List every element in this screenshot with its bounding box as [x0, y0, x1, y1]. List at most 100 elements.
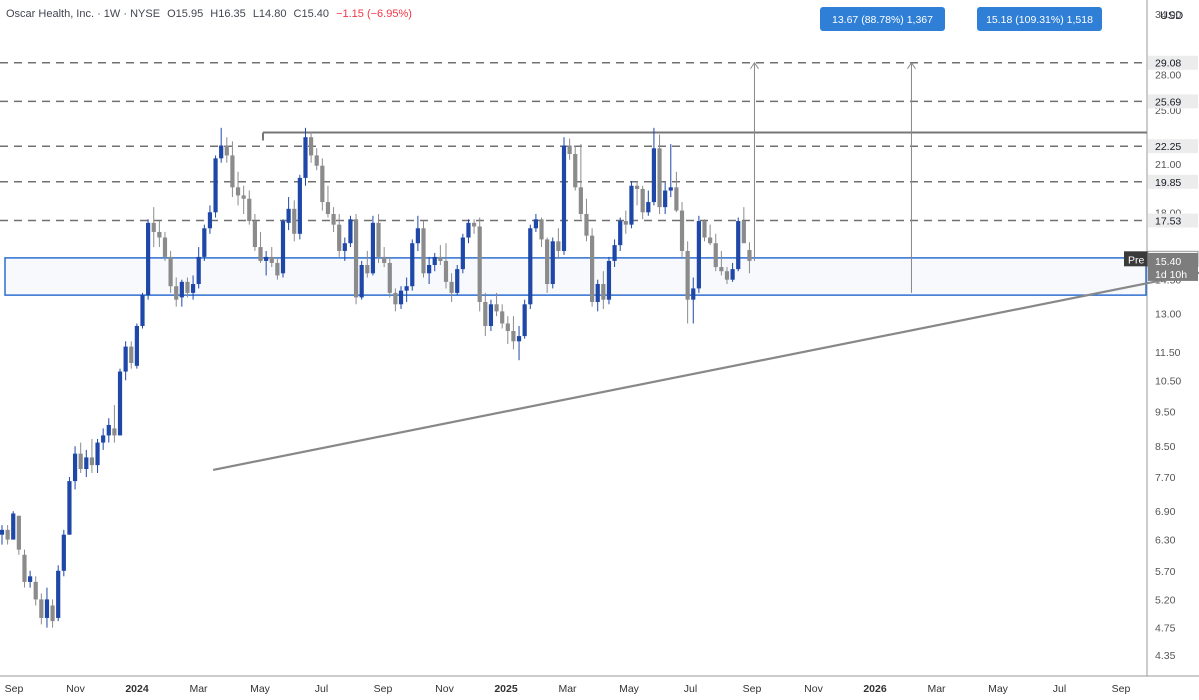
candle-body: [556, 241, 561, 251]
candle-body: [404, 286, 409, 291]
candle-body: [33, 581, 38, 600]
candle-body: [674, 187, 679, 211]
candle-body: [50, 605, 55, 622]
candle-body: [679, 210, 685, 251]
candle-body: [56, 570, 61, 618]
candle-body: [151, 222, 156, 232]
candle-body: [606, 260, 612, 300]
candle-body: [618, 221, 623, 246]
candle-body: [28, 576, 33, 582]
candle-body: [16, 515, 21, 550]
bar-countdown-label: 1d 10h: [1155, 269, 1187, 281]
candle-body: [303, 137, 308, 178]
candle-body: [365, 264, 370, 274]
x-tick-label: Nov: [804, 683, 823, 695]
ohlc-change: −1.15 (−6.95%): [336, 8, 412, 20]
candle-body: [213, 158, 218, 213]
candle-body: [67, 481, 72, 535]
x-tick-label: 2024: [125, 683, 149, 695]
candle-body: [550, 241, 555, 285]
candle-body: [219, 145, 224, 159]
candle-body: [309, 137, 314, 156]
candle-body: [646, 202, 651, 213]
candle-body: [505, 323, 510, 331]
candle-body: [612, 245, 617, 261]
level-price-label: 17.53: [1155, 216, 1181, 228]
candle-body: [264, 256, 269, 261]
candle-body: [22, 554, 27, 582]
candle-body: [61, 534, 66, 571]
candle-body: [590, 235, 595, 302]
ohlc-high: H16.35: [210, 8, 246, 20]
candle-body: [528, 228, 533, 305]
chart-header: Oscar Health, Inc. · 1W · NYSE O15.95 H1…: [6, 8, 416, 20]
candle-body: [449, 281, 454, 293]
candle-body: [522, 304, 527, 337]
ohlc-low: L14.80: [252, 8, 287, 20]
candle-body: [95, 442, 100, 466]
candle-body: [629, 185, 634, 225]
candle-body: [393, 292, 398, 305]
candle-body: [708, 237, 713, 244]
candle-body: [663, 190, 668, 208]
candle-body: [719, 267, 724, 272]
projection-label-box: [977, 7, 1102, 31]
candle-body: [174, 286, 179, 300]
candle-body: [657, 148, 662, 208]
y-tick-label: 6.90: [1155, 506, 1176, 518]
candle-body: [730, 269, 735, 280]
y-tick-label: 11.50: [1155, 347, 1181, 359]
y-tick-label: 6.30: [1155, 535, 1176, 547]
candle-body: [320, 165, 325, 203]
x-tick-label: Mar: [927, 683, 946, 695]
candle-body: [162, 237, 168, 257]
candle-body: [685, 250, 690, 300]
candle-body: [348, 219, 353, 244]
candle-body: [702, 221, 707, 238]
projection-arrowhead: [750, 61, 759, 70]
candle-body: [84, 457, 89, 470]
x-tick-label: May: [250, 683, 271, 695]
ohlc-close: C15.40: [293, 8, 330, 20]
candle-body: [432, 256, 437, 265]
candle-body: [129, 346, 134, 364]
x-tick-label: 2025: [494, 683, 518, 695]
candle-body: [286, 208, 291, 223]
level-price-tag: [1148, 94, 1198, 109]
candle-body: [190, 284, 196, 293]
ohlc-open: O15.95: [167, 8, 204, 20]
candle-body: [353, 219, 359, 298]
candle-body: [202, 228, 207, 257]
candle-body: [747, 249, 752, 261]
candle-body: [168, 256, 173, 287]
candle-body: [668, 187, 673, 191]
candle-body: [511, 330, 516, 342]
candle-body: [455, 269, 460, 293]
candle-body: [561, 145, 567, 251]
candle-body: [292, 208, 297, 234]
candle-body: [601, 284, 606, 300]
candle-body: [230, 155, 235, 188]
candle-body: [724, 271, 730, 280]
level-price-label: 22.25: [1155, 141, 1181, 153]
candle-body: [427, 264, 432, 274]
candle-body: [157, 231, 162, 238]
candle-body: [398, 290, 404, 305]
candle-body: [146, 222, 151, 296]
candle-body: [595, 284, 600, 302]
y-tick-label: 21.00: [1155, 159, 1181, 171]
candle-body: [471, 222, 477, 227]
candle-body: [545, 239, 550, 285]
y-tick-label: 5.70: [1155, 566, 1176, 578]
x-tick-label: Jul: [1053, 683, 1066, 695]
candle-body: [134, 325, 139, 366]
candle-body: [185, 281, 190, 293]
x-tick-label: Nov: [435, 683, 454, 695]
y-tick-label: 4.35: [1155, 650, 1176, 662]
last-price-label: 15.40: [1155, 256, 1181, 268]
candle-body: [5, 529, 10, 540]
y-tick-label: 5.20: [1155, 594, 1176, 606]
x-tick-label: 2026: [863, 683, 887, 695]
candle-body: [477, 226, 482, 302]
